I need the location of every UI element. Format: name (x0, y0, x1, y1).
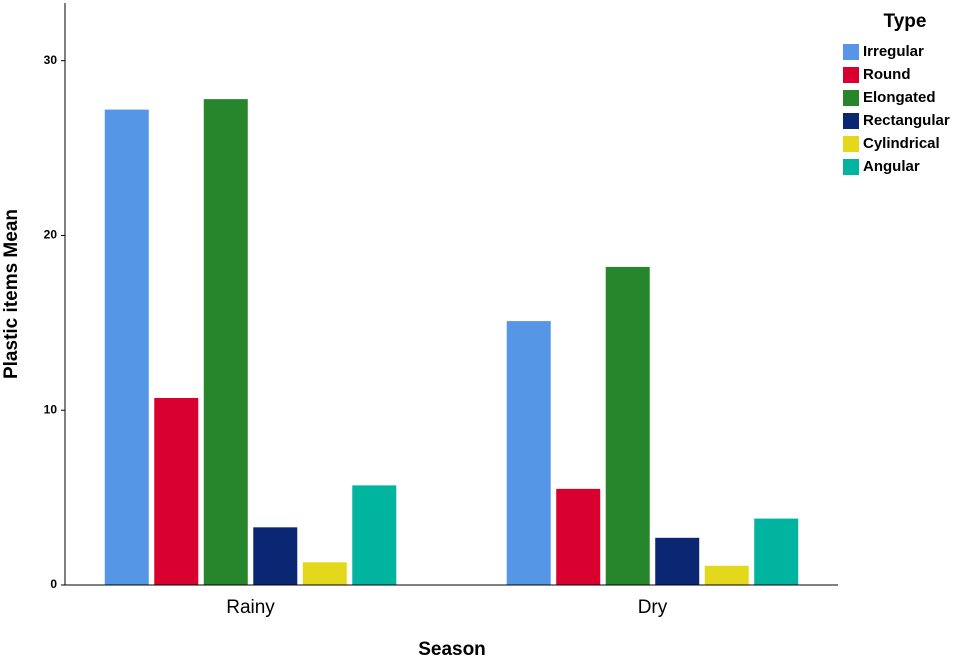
x-axis-label: Season (418, 639, 486, 658)
bar (754, 518, 799, 585)
y-tick-label: 0 (50, 577, 57, 591)
y-tick-label: 20 (44, 228, 58, 242)
y-tick-label: 10 (44, 402, 58, 416)
bar (154, 397, 199, 585)
bar (104, 109, 149, 585)
legend-label: Cylindrical (863, 135, 940, 152)
bar (605, 266, 650, 585)
bar (506, 321, 551, 585)
bar (704, 565, 749, 585)
legend-label: Rectangular (863, 112, 950, 129)
legend-swatch (843, 44, 859, 60)
x-tick-label: Dry (638, 597, 668, 618)
legend-title: Type (884, 11, 927, 32)
bar (655, 537, 700, 585)
legend-swatch (843, 159, 859, 175)
legend-swatch (843, 67, 859, 83)
y-tick-label: 30 (44, 53, 58, 67)
bar (253, 527, 298, 585)
bar (352, 485, 397, 585)
legend-label: Round (863, 66, 910, 83)
legend-label: Angular (863, 158, 920, 175)
legend-swatch (843, 136, 859, 152)
y-axis-label: Plastic items Mean (1, 209, 22, 379)
bar (203, 99, 248, 585)
legend-swatch (843, 90, 859, 106)
bar (556, 488, 601, 585)
legend-label: Elongated (863, 89, 936, 106)
x-tick-label: Rainy (226, 597, 275, 618)
legend-label: Irregular (863, 43, 924, 60)
legend-swatch (843, 113, 859, 129)
bar (302, 562, 347, 585)
